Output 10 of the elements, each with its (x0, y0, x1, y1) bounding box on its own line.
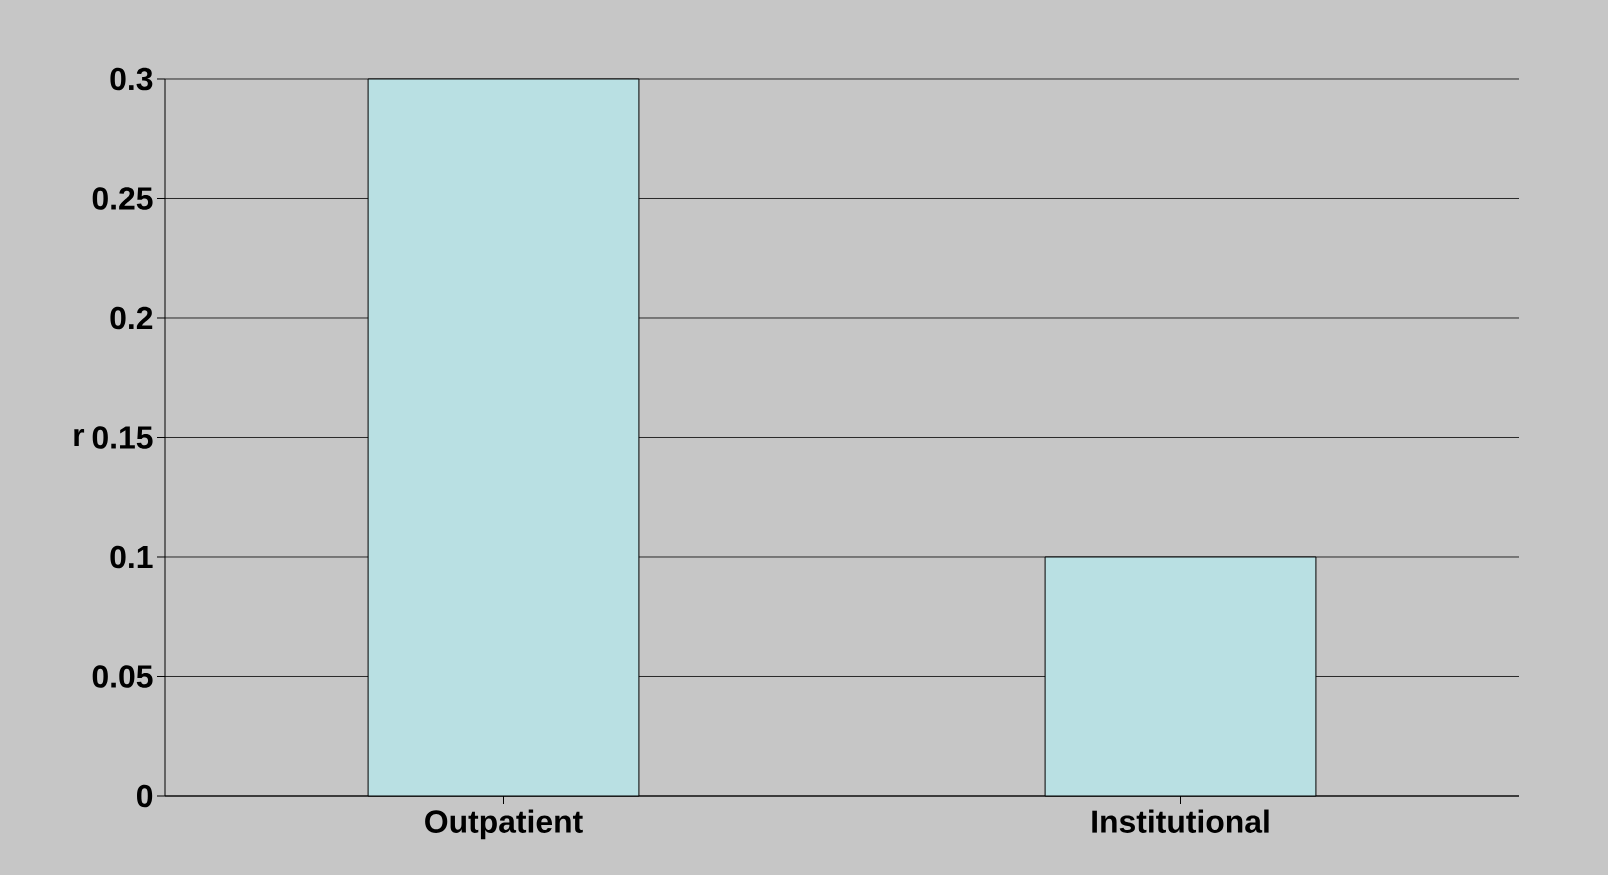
y-tick-label: 0.1 (110, 545, 153, 569)
y-axis-title: r (74, 428, 85, 447)
y-tick-label: 0.05 (92, 665, 153, 688)
x-tick-label: Outpatient (425, 809, 583, 840)
x-tick-label: Institutional (1092, 809, 1269, 833)
y-tick-label: 0 (137, 784, 153, 808)
y-tick-label: 0.15 (92, 426, 153, 449)
y-tick-label: 0.3 (110, 67, 153, 91)
y-tick-label: 0.25 (92, 187, 153, 210)
y-tick-label: 0.2 (110, 306, 153, 330)
